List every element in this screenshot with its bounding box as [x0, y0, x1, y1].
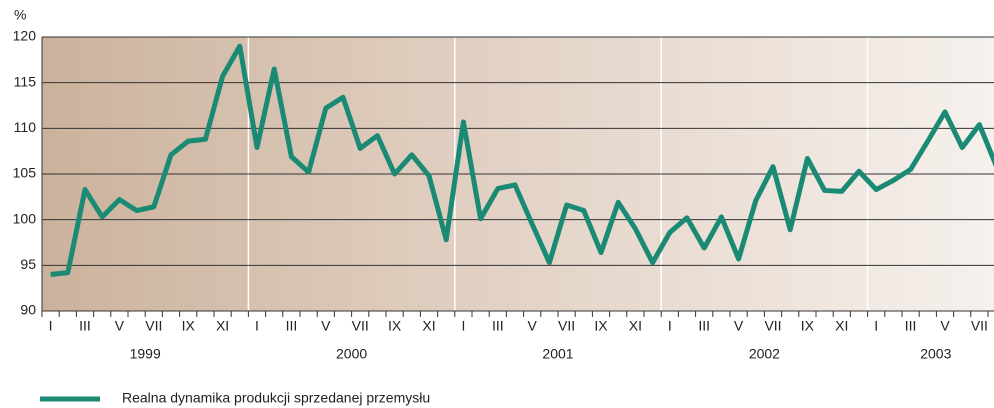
x-tick-label: V [940, 318, 950, 334]
x-tick-label: VII [558, 318, 575, 334]
year-label: 2000 [336, 346, 367, 362]
x-tick-label: V [528, 318, 538, 334]
x-tick-label: III [79, 318, 91, 334]
x-tick-label: VII [764, 318, 781, 334]
x-tick-label: I [255, 318, 259, 334]
x-tick-label: V [734, 318, 744, 334]
x-tick-label: I [461, 318, 465, 334]
y-tick-label: 90 [20, 302, 36, 318]
x-tick-label: V [321, 318, 331, 334]
x-tick-label: III [698, 318, 710, 334]
y-tick-label: 100 [13, 210, 37, 226]
x-tick-label: I [49, 318, 53, 334]
x-tick-label: XI [835, 318, 848, 334]
x-tick-label: IX [594, 318, 608, 334]
data-line [50, 43, 994, 277]
x-tick-label: I [874, 318, 878, 334]
x-tick-label: IX [388, 318, 402, 334]
y-unit: % [14, 7, 26, 23]
x-tick-label: XI [629, 318, 642, 334]
x-tick-label: VII [971, 318, 988, 334]
year-label: 2002 [749, 346, 780, 362]
x-tick-label: I [668, 318, 672, 334]
legend-label: Realna dynamika produkcji sprzedanej prz… [122, 390, 430, 406]
y-tick-label: 115 [14, 73, 37, 89]
x-tick-label: VII [145, 318, 162, 334]
x-tick-label: XI [216, 318, 229, 334]
x-tick-label: IX [801, 318, 815, 334]
x-tick-label: III [492, 318, 504, 334]
year-label: 1999 [130, 346, 161, 362]
x-tick-label: V [115, 318, 125, 334]
y-tick-label: 110 [14, 119, 37, 135]
x-tick-label: VII [352, 318, 369, 334]
y-tick-label: 120 [13, 28, 37, 44]
y-tick-label: 95 [20, 256, 36, 272]
x-tick-label: XI [422, 318, 435, 334]
year-label: 2003 [920, 346, 951, 362]
plot-area [50, 43, 994, 277]
x-tick-label: III [905, 318, 917, 334]
x-tick-label: III [286, 318, 298, 334]
y-tick-label: 105 [13, 165, 37, 181]
year-label: 2001 [542, 346, 573, 362]
x-tick-label: IX [182, 318, 196, 334]
